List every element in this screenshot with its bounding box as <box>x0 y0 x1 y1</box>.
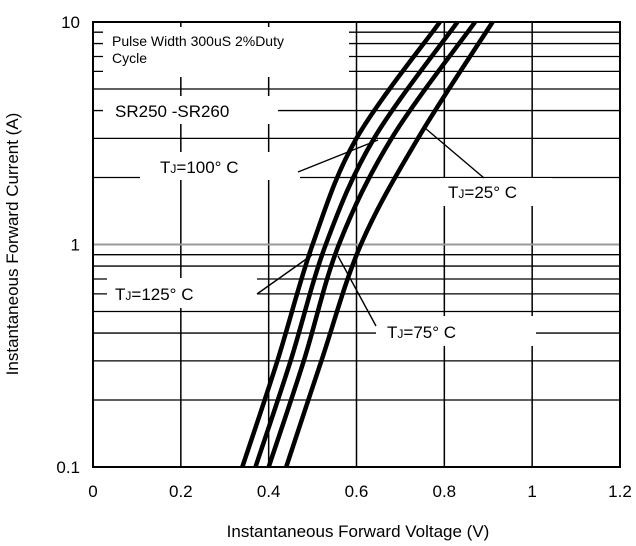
x-axis-label: Instantaneous Forward Voltage (V) <box>227 522 490 541</box>
series-label-group-100: TJ=100° C <box>140 139 379 180</box>
series-label-group-75: TJ=75° C <box>337 255 536 346</box>
y-tick-label: 0.1 <box>56 458 80 477</box>
pulse-annotation-line2: Cycle <box>112 50 147 66</box>
series-leader-line <box>424 127 485 179</box>
series-label-box <box>376 316 536 346</box>
series-leader-line <box>297 139 379 173</box>
x-tick-label: 0.6 <box>345 482 369 501</box>
curves <box>240 20 495 468</box>
series-curve-3 <box>284 20 495 468</box>
x-tick-label: 0 <box>88 482 97 501</box>
series-label-tj-25: TJ=25° C <box>448 183 517 202</box>
series-label-tj-75: TJ=75° C <box>387 323 456 342</box>
series-leader-line <box>256 254 313 295</box>
series-label-box <box>440 178 552 206</box>
y-tick-label: 1 <box>71 236 80 255</box>
x-tick-label: 1.2 <box>608 482 632 501</box>
series-label-group-25: TJ=25° C <box>424 127 552 206</box>
part-number-label: SR250 -SR260 <box>115 102 229 121</box>
x-tick-label: 0.8 <box>433 482 457 501</box>
y-axis-label: Instantaneous Forward Current (A) <box>3 113 22 376</box>
series-curve-2 <box>266 20 477 468</box>
y-tick-label: 10 <box>61 13 80 32</box>
tick-labels: 0 0.2 0.4 0.6 0.8 1 1.2 0.1 1 10 <box>56 13 631 501</box>
series-curve-1 <box>253 20 460 468</box>
series-leader-line <box>337 255 377 327</box>
series-label-tj-125: TJ=125° C <box>115 285 193 304</box>
grid <box>93 22 620 467</box>
series-label-box <box>107 278 257 308</box>
part-number-box <box>103 96 278 124</box>
x-tick-label: 1 <box>527 482 536 501</box>
plot-frame <box>92 21 621 468</box>
series-curve-0 <box>240 20 442 468</box>
series-label-group-125: TJ=125° C <box>107 254 313 308</box>
pulse-annotation-line1: Pulse Width 300uS 2%Duty <box>112 33 284 49</box>
series-label-box <box>140 152 300 180</box>
x-tick-label: 0.2 <box>169 482 193 501</box>
x-tick-label: 0.4 <box>257 482 281 501</box>
pulse-annotation-box <box>103 27 349 77</box>
series-label-tj-100: TJ=100° C <box>160 158 238 177</box>
